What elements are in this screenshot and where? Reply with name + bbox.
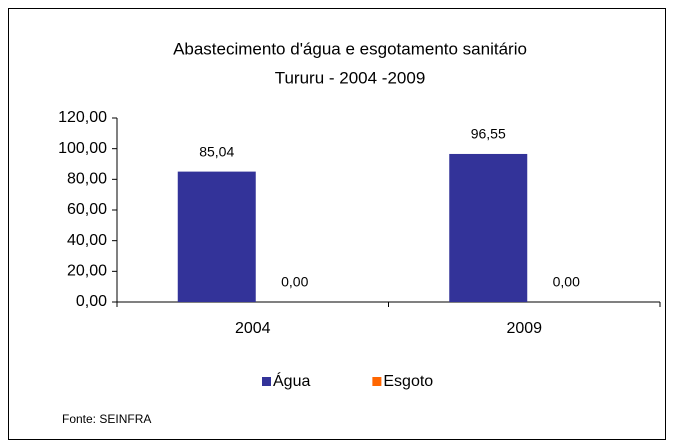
y-tick-label: 0,00 [76,293,107,310]
y-tick-label: 80,00 [67,171,107,188]
y-tick-label: 60,00 [67,201,107,218]
value-label: 0,00 [281,274,308,290]
chart-subtitle: Tururu - 2004 -2009 [275,68,426,87]
value-label: 85,04 [199,143,234,159]
y-tick-label: 20,00 [67,263,107,280]
bar [177,171,256,302]
x-tick-label: 2009 [506,320,542,337]
chart-frame [8,8,666,440]
bar [449,153,528,302]
x-tick-label: 2004 [235,320,271,337]
legend-swatch [262,377,271,386]
legend-label: Água [273,371,310,390]
source-note: Fonte: SEINFRA [62,412,151,426]
legend-label: Esgoto [383,373,433,390]
chart-title: Abastecimento d'água e esgotamento sanit… [173,39,527,58]
y-tick-label: 100,00 [58,140,107,157]
y-tick-label: 120,00 [58,109,107,126]
y-tick-label: 40,00 [67,232,107,249]
value-label: 0,00 [553,274,580,290]
legend-swatch [372,377,382,386]
value-label: 96,55 [471,126,506,142]
